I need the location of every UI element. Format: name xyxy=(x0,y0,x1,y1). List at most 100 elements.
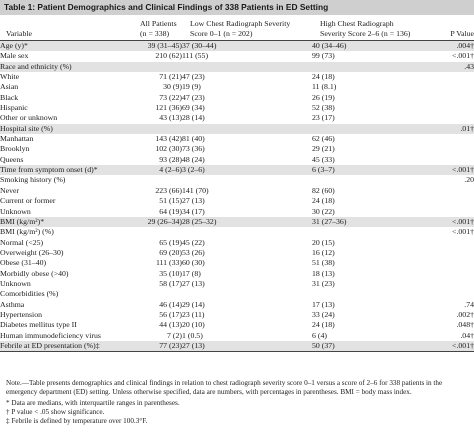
row-label: Male sex xyxy=(0,51,29,61)
cell-low-severity xyxy=(182,227,312,237)
row-label: Morbidly obese (>40) xyxy=(0,268,69,278)
cell-pvalue xyxy=(424,82,474,92)
table-title: Table 1: Patient Demographics and Clinic… xyxy=(0,0,474,15)
row-label: Overweight (26–30) xyxy=(0,247,64,257)
table-row: Hypertension 56 (17) 23 (11) 33 (24) .002† xyxy=(0,310,474,320)
cell-all-patients: 30 (9) xyxy=(163,82,182,92)
cell-pvalue xyxy=(424,134,474,144)
cell-high-severity: 17 (13) xyxy=(312,299,335,309)
cell-pvalue xyxy=(424,289,474,299)
table-row: Race and ethnicity (%) .43 xyxy=(0,61,474,73)
cell-all-patients: 93 (28) xyxy=(159,154,182,164)
table-row: Black 73 (22) 47 (23) 26 (19) xyxy=(0,93,474,103)
row-label: Hispanic xyxy=(0,103,28,113)
row-label: Hypertension xyxy=(0,309,43,319)
cell-high-severity: 6 (3–7) xyxy=(312,165,424,176)
cell-high-severity: 45 (33) xyxy=(312,154,335,164)
cell-pvalue xyxy=(424,72,474,82)
cell-low-severity: 34 (17) xyxy=(182,206,205,216)
cell-pvalue: .01† xyxy=(424,123,474,135)
cell-all-patients: 51 (15) xyxy=(159,196,182,206)
row-label: Asian xyxy=(0,82,19,92)
cell-high-severity: 82 (60) xyxy=(312,185,335,195)
note-febrile: ‡ Febrile is defined by temperature over… xyxy=(6,417,148,425)
cell-high-severity: 31 (27–36) xyxy=(312,216,424,228)
cell-low-severity xyxy=(182,175,312,185)
cell-pvalue xyxy=(424,103,474,113)
row-label: Time from symptom onset (d)* xyxy=(0,165,132,176)
row-label: Human immunodeficiency virus xyxy=(0,330,101,340)
table-row: Human immunodeficiency virus 7 (2) 1 (0.5)… xyxy=(0,331,474,341)
table-row: Manhattan 143 (42) 81 (40) 62 (46) xyxy=(0,134,474,144)
cell-low-severity: 60 (30) xyxy=(182,258,205,268)
cell-all-patients: 143 (42) xyxy=(155,134,182,144)
cell-high-severity: 24 (18) xyxy=(312,72,335,82)
cell-high-severity: 99 (73) xyxy=(312,51,335,61)
cell-high-severity: 26 (19) xyxy=(312,92,335,102)
cell-pvalue xyxy=(424,93,474,103)
row-label: Queens xyxy=(0,154,24,164)
header-high-severity: High Chest Radiograph xyxy=(320,19,394,28)
cell-low-severity: 53 (26) xyxy=(182,247,205,257)
table-row: Hospital site (%) .01† xyxy=(0,123,474,135)
cell-low-severity: 47 (23) xyxy=(182,72,205,82)
cell-pvalue xyxy=(424,207,474,217)
cell-low-severity: 69 (34) xyxy=(182,103,205,113)
cell-high-severity xyxy=(312,123,424,135)
cell-all-patients: 44 (13) xyxy=(159,320,182,330)
header-row-top: All Patients Low Chest Radiograph Severi… xyxy=(0,16,474,29)
cell-high-severity: 23 (17) xyxy=(312,113,335,123)
cell-high-severity: 30 (22) xyxy=(312,206,335,216)
cell-low-severity: 81 (40) xyxy=(182,134,205,144)
cell-all-patients xyxy=(132,123,182,135)
header-variable-spacer xyxy=(0,16,132,29)
cell-high-severity: 50 (37) xyxy=(312,340,424,353)
table-row: Other or unknown 43 (13) 28 (14) 23 (17) xyxy=(0,113,474,123)
cell-pvalue xyxy=(424,144,474,154)
header-high-count: Severity Score 2–6 (n = 136) xyxy=(312,28,424,41)
table-row: Unknown 64 (19) 34 (17) 30 (22) xyxy=(0,207,474,217)
cell-pvalue xyxy=(424,238,474,248)
cell-all-patients: 7 (2) xyxy=(167,330,182,340)
table-row: Never 223 (66) 141 (70) 82 (60) xyxy=(0,186,474,196)
cell-low-severity: 28 (25–32) xyxy=(182,216,312,228)
table-row: Unknown 58 (17) 27 (13) 31 (23) xyxy=(0,279,474,289)
cell-all-patients: 64 (19) xyxy=(159,206,182,216)
cell-low-severity: 48 (24) xyxy=(182,154,205,164)
cell-high-severity: 24 (18) xyxy=(312,196,335,206)
header-low-count: Score 0–1 (n = 202) xyxy=(182,28,312,41)
row-label: Diabetes mellitus type II xyxy=(0,320,77,330)
table-row: Brooklyn 102 (30) 73 (36) 29 (21) xyxy=(0,144,474,154)
table-row: Age (y)* 39 (31–45) 37 (30–44) 40 (34–46) .0… xyxy=(0,40,474,52)
cell-pvalue: <.001† xyxy=(452,51,474,61)
cell-all-patients: 102 (30) xyxy=(155,144,182,154)
cell-all-patients: 121 (36) xyxy=(155,103,182,113)
row-label: Age (y)* xyxy=(0,40,132,52)
cell-pvalue: .002† xyxy=(456,309,474,319)
cell-low-severity: 29 (14) xyxy=(182,299,205,309)
row-label: Smoking history (%) xyxy=(0,175,66,185)
cell-pvalue xyxy=(424,155,474,165)
row-label: Race and ethnicity (%) xyxy=(0,61,132,73)
cell-low-severity: 17 (8) xyxy=(182,268,201,278)
row-label: Brooklyn xyxy=(0,144,30,154)
header-all-count: (n = 338) xyxy=(132,28,182,41)
cell-low-severity: 45 (22) xyxy=(182,237,205,247)
table-row: Comorbidities (%) xyxy=(0,289,474,299)
cell-high-severity xyxy=(312,61,424,73)
row-label: BMI (kg/m²) (%) xyxy=(0,227,54,237)
table-row: Queens 93 (28) 48 (24) 45 (33) xyxy=(0,155,474,165)
cell-pvalue: .20 xyxy=(464,175,474,185)
cell-low-severity: 1 (0.5) xyxy=(182,330,203,340)
note-main: Note.—Table presents demographics and cl… xyxy=(6,379,443,396)
note-medians: * Data are medians, with interquartile r… xyxy=(6,399,180,407)
cell-pvalue: <.001† xyxy=(452,227,474,237)
cell-low-severity: 27 (13) xyxy=(182,278,205,288)
cell-high-severity: 62 (46) xyxy=(312,134,335,144)
cell-all-patients: 4 (2–6) xyxy=(132,165,182,176)
row-label: Comorbidities (%) xyxy=(0,289,59,299)
cell-low-severity: 28 (14) xyxy=(182,113,205,123)
cell-all-patients: 43 (13) xyxy=(159,113,182,123)
table-row: Asian 30 (9) 19 (9) 11 (8.1) xyxy=(0,82,474,92)
